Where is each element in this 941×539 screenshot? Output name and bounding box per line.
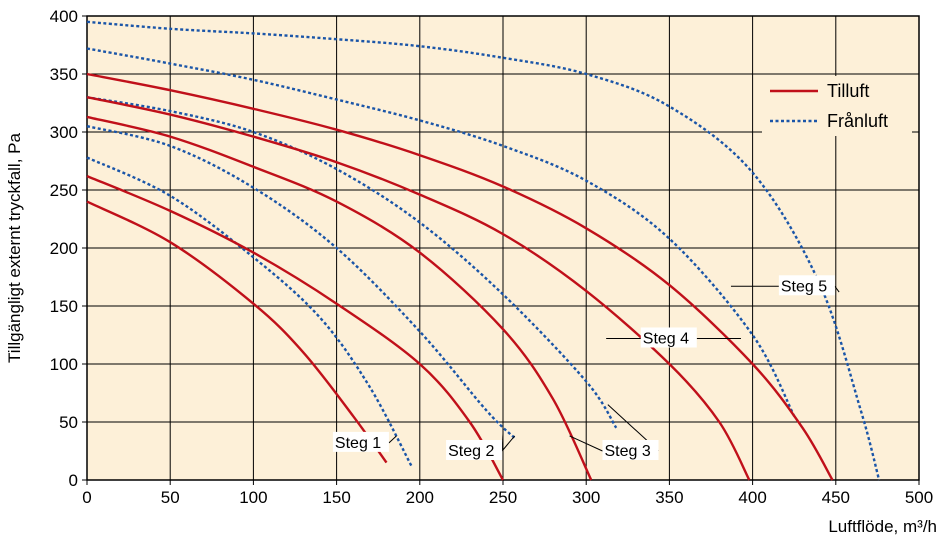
x-tick-label: 200	[406, 488, 434, 507]
x-tick-label: 500	[905, 488, 933, 507]
annotation-steg-3: Steg 3	[569, 404, 659, 460]
curves	[86, 20, 881, 481]
annotation-box	[640, 327, 697, 348]
y-tick-label: 0	[69, 471, 78, 490]
annotation-box	[778, 275, 835, 296]
curve-tilluft-steg-4	[86, 96, 751, 481]
annotation-box	[332, 431, 389, 452]
annotation-leader	[388, 435, 397, 444]
y-tick-labels: 0 50 100 150 200 250 300 350 400	[50, 7, 78, 490]
y-tick-label: 400	[50, 7, 78, 26]
x-tick-label: 250	[489, 488, 517, 507]
annotation-steg-4: Steg 4	[606, 327, 741, 348]
annotation-box	[602, 440, 659, 460]
step-annotations: Steg 1 Steg 2 Steg 3 Steg 4 Steg 5	[332, 275, 840, 460]
annotation-label: Steg 2	[448, 443, 494, 460]
curve-franluft-steg-5	[86, 20, 881, 481]
annotation-leader	[501, 433, 504, 452]
curve-franluft-steg-4	[86, 47, 796, 417]
y-tick-label: 200	[50, 239, 78, 258]
y-tick-label: 250	[50, 181, 78, 200]
y-axis-label: Tillgängligt externt tryckfall, Pa	[5, 133, 24, 363]
x-tick-label: 450	[822, 488, 850, 507]
y-tick-label: 150	[50, 297, 78, 316]
annotation-leader	[501, 435, 516, 452]
annotation-steg-5: Steg 5	[730, 275, 840, 296]
x-tick-label: 350	[655, 488, 683, 507]
annotation-box	[446, 440, 503, 460]
x-tick-label: 150	[322, 488, 350, 507]
x-tick-label: 100	[239, 488, 267, 507]
annotation-label: Steg 1	[335, 435, 381, 452]
annotation-steg-1: Steg 1	[332, 431, 397, 452]
x-axis-label: Luftflöde, m³/h	[828, 517, 937, 536]
y-tick-label: 100	[50, 355, 78, 374]
curve-franluft-steg-3	[86, 96, 618, 429]
legend-franluft-label: Frånluft	[827, 111, 888, 131]
curve-tilluft-steg-5	[86, 72, 834, 481]
curve-franluft-steg-2	[86, 125, 518, 441]
grid-lines	[82, 15, 920, 485]
x-tick-label: 400	[738, 488, 766, 507]
curve-tilluft-steg-1	[86, 200, 388, 464]
annotation-steg-2: Steg 2	[446, 433, 516, 460]
curve-franluft-steg-1	[86, 156, 413, 467]
x-tick-label: 0	[82, 488, 91, 507]
legend-box	[762, 76, 912, 136]
annotation-leader	[834, 285, 840, 293]
x-tick-label: 50	[161, 488, 180, 507]
legend-tilluft-label: Tilluft	[827, 81, 869, 101]
legend: Tilluft Frånluft	[762, 76, 912, 136]
annotation-leader	[569, 435, 603, 452]
annotation-label: Steg 5	[781, 278, 827, 295]
curve-tilluft-steg-2	[86, 174, 505, 481]
y-tick-label: 350	[50, 65, 78, 84]
y-tick-label: 300	[50, 123, 78, 142]
x-tick-labels: 0 50 100 150 200 250 300 350 400 450 500	[82, 488, 933, 507]
annotation-label: Steg 4	[643, 330, 689, 347]
x-tick-label: 300	[572, 488, 600, 507]
annotation-label: Steg 3	[605, 443, 651, 460]
curve-tilluft-steg-3	[86, 115, 593, 481]
y-tick-label: 50	[59, 413, 78, 432]
